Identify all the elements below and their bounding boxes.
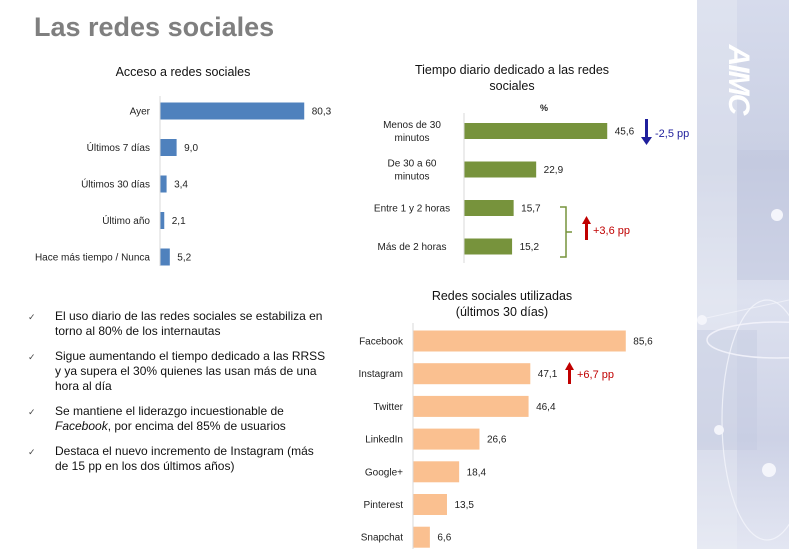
bullet-item: ✓ Se mantiene el liderazgo incuestionabl… (28, 404, 328, 434)
value-label: 3,4 (174, 180, 188, 191)
checkmark-icon: ✓ (28, 352, 36, 362)
bar-0 (160, 102, 305, 120)
category-label: Últimos 30 días (81, 178, 150, 191)
arrow-up-icon (582, 216, 591, 240)
value-label: 2,1 (172, 216, 186, 227)
bullet-item: ✓ Sigue aumentando el tiempo dedicado a … (28, 349, 328, 394)
value-label: 6,6 (437, 533, 451, 544)
chart2-title-line1: Tiempo diario dedicado a las redes (415, 63, 609, 77)
value-label: 46,4 (536, 402, 556, 413)
bar-6 (413, 526, 430, 548)
bar-0 (464, 123, 608, 139)
value-label: 13,5 (454, 500, 474, 511)
chart2-increase-label: +3,6 pp (593, 225, 630, 237)
bullet-text-after: , por encima del 85% de usuarios (107, 419, 286, 433)
bullet-item: ✓ Destaca el nuevo incremento de Instagr… (28, 444, 328, 474)
category-label: minutos (394, 172, 429, 183)
chart2-title-line2: sociales (489, 79, 534, 93)
category-label: Más de 2 horas (378, 242, 447, 253)
bar-3 (413, 428, 480, 450)
value-label: 15,2 (520, 242, 540, 253)
arrow-up-icon (565, 362, 574, 384)
value-label: 85,6 (633, 337, 653, 348)
bar-0 (413, 330, 626, 352)
checkmark-icon: ✓ (28, 312, 36, 322)
category-label: Instagram (359, 369, 403, 380)
bar-1 (464, 161, 537, 178)
bar-3 (160, 212, 165, 229)
value-label: 15,7 (521, 204, 541, 215)
category-label: Pinterest (364, 500, 404, 511)
value-label: 26,6 (487, 435, 507, 446)
chart2-unit-label: % (540, 103, 548, 113)
value-label: 22,9 (544, 165, 564, 176)
category-label: Ayer (130, 107, 151, 118)
arrow-down-icon (641, 119, 652, 145)
category-label: Hace más tiempo / Nunca (35, 253, 150, 264)
chart1-title: Acceso a redes sociales (116, 65, 251, 79)
bullet-item: ✓ El uso diario de las redes sociales se… (28, 309, 328, 339)
value-label: 5,2 (177, 253, 191, 264)
bar-4 (413, 461, 460, 483)
category-label: Google+ (365, 467, 403, 478)
bar-3 (464, 238, 513, 255)
chart2-annotation-decrease: -2,5 pp (641, 119, 689, 145)
category-label: Últimos 7 días (87, 141, 150, 154)
bullet-text-before: Se mantiene el liderazgo incuestionable … (55, 404, 284, 418)
category-label: Snapchat (361, 533, 403, 544)
bar-1 (160, 139, 177, 156)
bar-5 (413, 494, 447, 515)
chart3-title-line2: (últimos 30 días) (456, 305, 548, 319)
bar-2 (413, 395, 529, 417)
category-label: Facebook (359, 337, 404, 348)
category-label: Último año (102, 214, 150, 227)
category-label: De 30 a 60 (388, 159, 437, 170)
bullet-text: Destaca el nuevo incremento de Instagram… (55, 444, 314, 473)
bar-2 (464, 200, 514, 216)
bullet-emphasis: Facebook (55, 419, 108, 433)
key-findings-list: ✓ El uso diario de las redes sociales se… (28, 309, 328, 484)
chart3-annotation-increase: +6,7 pp (565, 362, 614, 384)
category-label: Twitter (374, 402, 404, 413)
chart2-annotation-increase: +3,6 pp (582, 216, 630, 240)
category-label: Entre 1 y 2 horas (374, 204, 450, 215)
chart3-increase-label: +6,7 pp (577, 369, 614, 381)
value-label: 45,6 (615, 127, 635, 138)
bullet-text: El uso diario de las redes sociales se e… (55, 309, 323, 338)
bar-1 (413, 363, 531, 385)
value-label: 80,3 (312, 107, 332, 118)
bar-2 (160, 175, 167, 193)
checkmark-icon: ✓ (28, 407, 36, 417)
category-label: LinkedIn (365, 435, 403, 446)
category-label: Menos de 30 (383, 120, 441, 131)
value-label: 9,0 (184, 143, 198, 154)
value-label: 47,1 (538, 369, 558, 380)
chart2-bracket (560, 206, 572, 258)
bar-4 (160, 248, 170, 266)
chart2-decrease-label: -2,5 pp (655, 128, 689, 140)
decorative-side-panel (697, 0, 789, 549)
slide-title: Las redes sociales (34, 12, 275, 42)
checkmark-icon: ✓ (28, 447, 36, 457)
value-label: 18,4 (467, 467, 487, 478)
chart3-title-line1: Redes sociales utilizadas (432, 289, 572, 303)
network-graphic (697, 0, 789, 549)
bullet-text: Sigue aumentando el tiempo dedicado a la… (55, 349, 326, 393)
category-label: minutos (394, 133, 429, 144)
